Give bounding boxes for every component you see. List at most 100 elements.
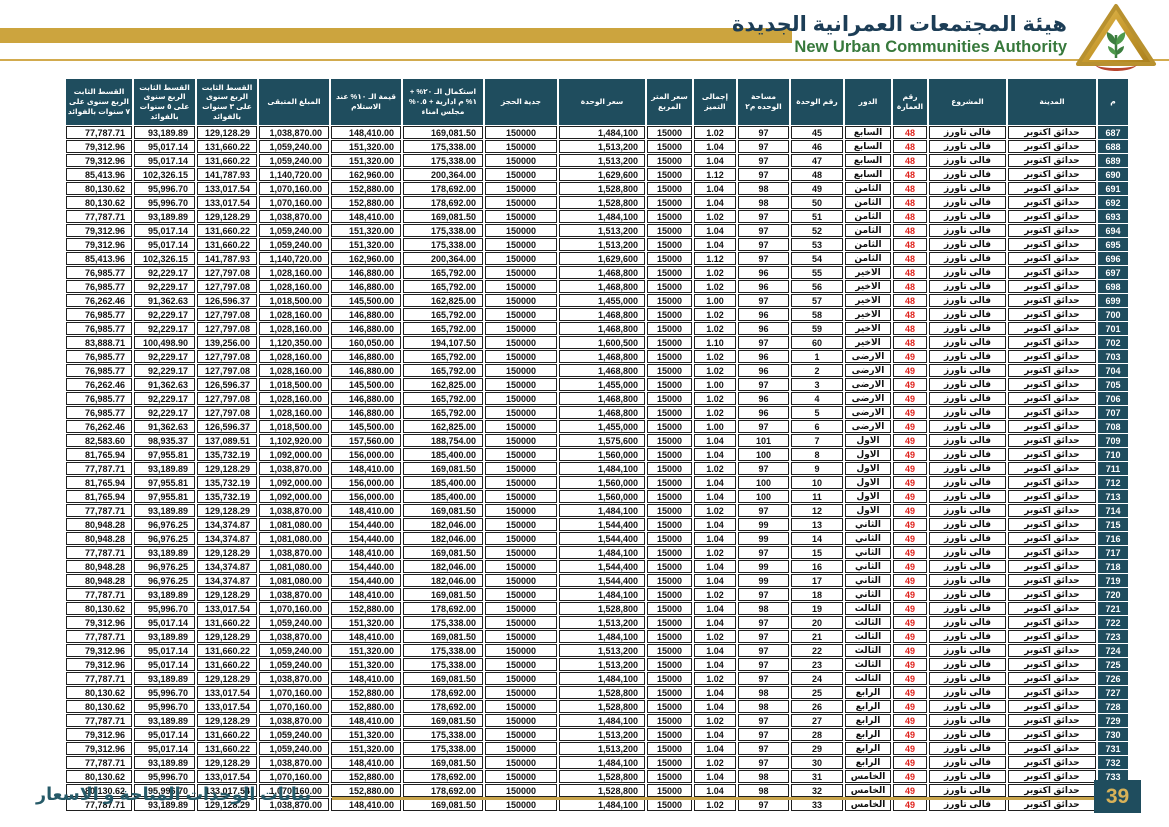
installment-7yr-cell: 80,948.28 xyxy=(66,518,132,531)
delivery-10pct-cell-cell: 146,880.00 xyxy=(331,266,401,279)
premium-factor-header: إجمالى التميز xyxy=(694,79,736,125)
floor-cell: الثالث xyxy=(845,616,891,629)
serial-cell: 704 xyxy=(1098,364,1128,377)
building-no-cell: 48 xyxy=(893,196,927,209)
installment-5yr-cell: 92,229.17 xyxy=(134,392,195,405)
unit-area-cell: 97 xyxy=(738,742,789,755)
city-cell: حدائق اكتوبر xyxy=(1008,224,1096,237)
delivery-10pct-cell-cell: 151,320.00 xyxy=(331,742,401,755)
completion-20pct-cell-cell: 178,692.00 xyxy=(403,770,483,783)
floor-cell: الثامن xyxy=(845,224,891,237)
reservation-deposit-cell: 150000 xyxy=(485,728,557,741)
serial-cell: 698 xyxy=(1098,280,1128,293)
premium-factor-cell: 1.04 xyxy=(694,700,736,713)
installment-3yr-cell: 129,128.29 xyxy=(197,798,257,811)
installment-7yr-cell: 76,985.77 xyxy=(66,280,132,293)
delivery-10pct-cell-cell: 151,320.00 xyxy=(331,224,401,237)
premium-factor-cell: 1.10 xyxy=(694,336,736,349)
unit-area-cell: 97 xyxy=(738,210,789,223)
floor-cell: الثامن xyxy=(845,182,891,195)
header-row: م المدينة المشروع رقم العمارة الدور رقم الوحد… xyxy=(66,79,1128,125)
installment-3yr-cell: 127,797.08 xyxy=(197,322,257,335)
unit-area-cell: 98 xyxy=(738,686,789,699)
unit-no-cell: 30 xyxy=(791,756,843,769)
unit-no-cell: 46 xyxy=(791,140,843,153)
premium-factor-cell: 1.04 xyxy=(694,448,736,461)
meter-price-cell: 15000 xyxy=(647,126,692,139)
unit-area-cell: 97 xyxy=(738,546,789,559)
completion-20pct-cell-cell: 165,792.00 xyxy=(403,322,483,335)
unit-price-cell: 1,484,100 xyxy=(559,504,645,517)
premium-factor-cell: 1.04 xyxy=(694,616,736,629)
unit-price-header: سعر الوحدة xyxy=(559,79,645,125)
reservation-deposit-cell: 150000 xyxy=(485,364,557,377)
premium-factor-cell: 1.02 xyxy=(694,392,736,405)
delivery-10pct-cell-cell: 148,410.00 xyxy=(331,672,401,685)
premium-factor-cell: 1.02 xyxy=(694,322,736,335)
serial-cell: 718 xyxy=(1098,560,1128,573)
table-row: 698 حدائق اكتوبر فالى تاورز 48 الاخير 56 96 1.0… xyxy=(66,280,1128,293)
premium-factor-cell: 1.04 xyxy=(694,518,736,531)
building-no-cell: 49 xyxy=(893,602,927,615)
unit-no-cell: 8 xyxy=(791,448,843,461)
installment-3yr-cell: 127,797.08 xyxy=(197,364,257,377)
installment-3yr-cell: 137,089.51 xyxy=(197,434,257,447)
delivery-10pct-cell-cell: 146,880.00 xyxy=(331,308,401,321)
table-row: 714 حدائق اكتوبر فالى تاورز 49 الاول 12 97 1.02… xyxy=(66,504,1128,517)
building-no-cell: 48 xyxy=(893,336,927,349)
table-row: 691 حدائق اكتوبر فالى تاورز 48 الثامن 49 98 1.0… xyxy=(66,182,1128,195)
building-no-cell: 49 xyxy=(893,644,927,657)
installment-3yr-cell: 131,660.22 xyxy=(197,644,257,657)
installment-7yr-cell: 77,787.71 xyxy=(66,588,132,601)
remaining-amount-cell: 1,018,500.00 xyxy=(259,378,329,391)
installment-5yr-cell: 93,189.89 xyxy=(134,630,195,643)
installment-3yr-cell: 139,256.00 xyxy=(197,336,257,349)
reservation-deposit-cell: 150000 xyxy=(485,126,557,139)
serial-cell: 727 xyxy=(1098,686,1128,699)
unit-price-cell: 1,513,200 xyxy=(559,154,645,167)
delivery-10pct-cell-cell: 145,500.00 xyxy=(331,378,401,391)
reservation-deposit-cell: 150000 xyxy=(485,756,557,769)
remaining-amount-cell: 1,028,160.00 xyxy=(259,266,329,279)
project-cell: فالى تاورز xyxy=(929,728,1006,741)
meter-price-cell: 15000 xyxy=(647,294,692,307)
table-row: 703 حدائق اكتوبر فالى تاورز 49 الارضى 1 96 1.02… xyxy=(66,350,1128,363)
unit-area-cell: 98 xyxy=(738,770,789,783)
reservation-deposit-cell: 150000 xyxy=(485,294,557,307)
premium-factor-cell: 1.02 xyxy=(694,672,736,685)
floor-cell: الاخير xyxy=(845,308,891,321)
unit-price-cell: 1,484,100 xyxy=(559,462,645,475)
table-row: 730 حدائق اكتوبر فالى تاورز 49 الرابع 28 97 1.0… xyxy=(66,728,1128,741)
installment-7yr-cell: 79,312.96 xyxy=(66,742,132,755)
delivery-10pct-cell-cell: 148,410.00 xyxy=(331,714,401,727)
installment-7yr-cell: 80,130.62 xyxy=(66,770,132,783)
unit-no-cell: 28 xyxy=(791,728,843,741)
floor-cell: الثامن xyxy=(845,210,891,223)
city-cell: حدائق اكتوبر xyxy=(1008,392,1096,405)
meter-price-cell: 15000 xyxy=(647,308,692,321)
building-no-cell: 48 xyxy=(893,322,927,335)
completion-20pct-cell-cell: 175,338.00 xyxy=(403,644,483,657)
building-no-cell: 49 xyxy=(893,700,927,713)
premium-factor-cell: 1.04 xyxy=(694,476,736,489)
meter-price-cell: 15000 xyxy=(647,266,692,279)
reservation-deposit-header: جدية الحجز xyxy=(485,79,557,125)
completion-20pct-cell-cell: 178,692.00 xyxy=(403,784,483,797)
building-no-cell: 49 xyxy=(893,518,927,531)
remaining-amount-cell: 1,081,080.00 xyxy=(259,574,329,587)
unit-area-cell: 97 xyxy=(738,658,789,671)
floor-cell: السابع xyxy=(845,168,891,181)
serial-cell: 729 xyxy=(1098,714,1128,727)
project-cell: فالى تاورز xyxy=(929,560,1006,573)
footer-gold-line xyxy=(332,797,1094,800)
installment-5yr-cell: 93,189.89 xyxy=(134,714,195,727)
city-cell: حدائق اكتوبر xyxy=(1008,434,1096,447)
unit-no-cell: 58 xyxy=(791,308,843,321)
city-cell: حدائق اكتوبر xyxy=(1008,364,1096,377)
unit-price-cell: 1,528,800 xyxy=(559,770,645,783)
table-row: 721 حدائق اكتوبر فالى تاورز 49 الثالث 19 98 1.0… xyxy=(66,602,1128,615)
unit-area-cell: 97 xyxy=(738,714,789,727)
completion-20pct-cell-cell: 185,400.00 xyxy=(403,448,483,461)
unit-price-cell: 1,484,100 xyxy=(559,210,645,223)
unit-price-cell: 1,484,100 xyxy=(559,546,645,559)
